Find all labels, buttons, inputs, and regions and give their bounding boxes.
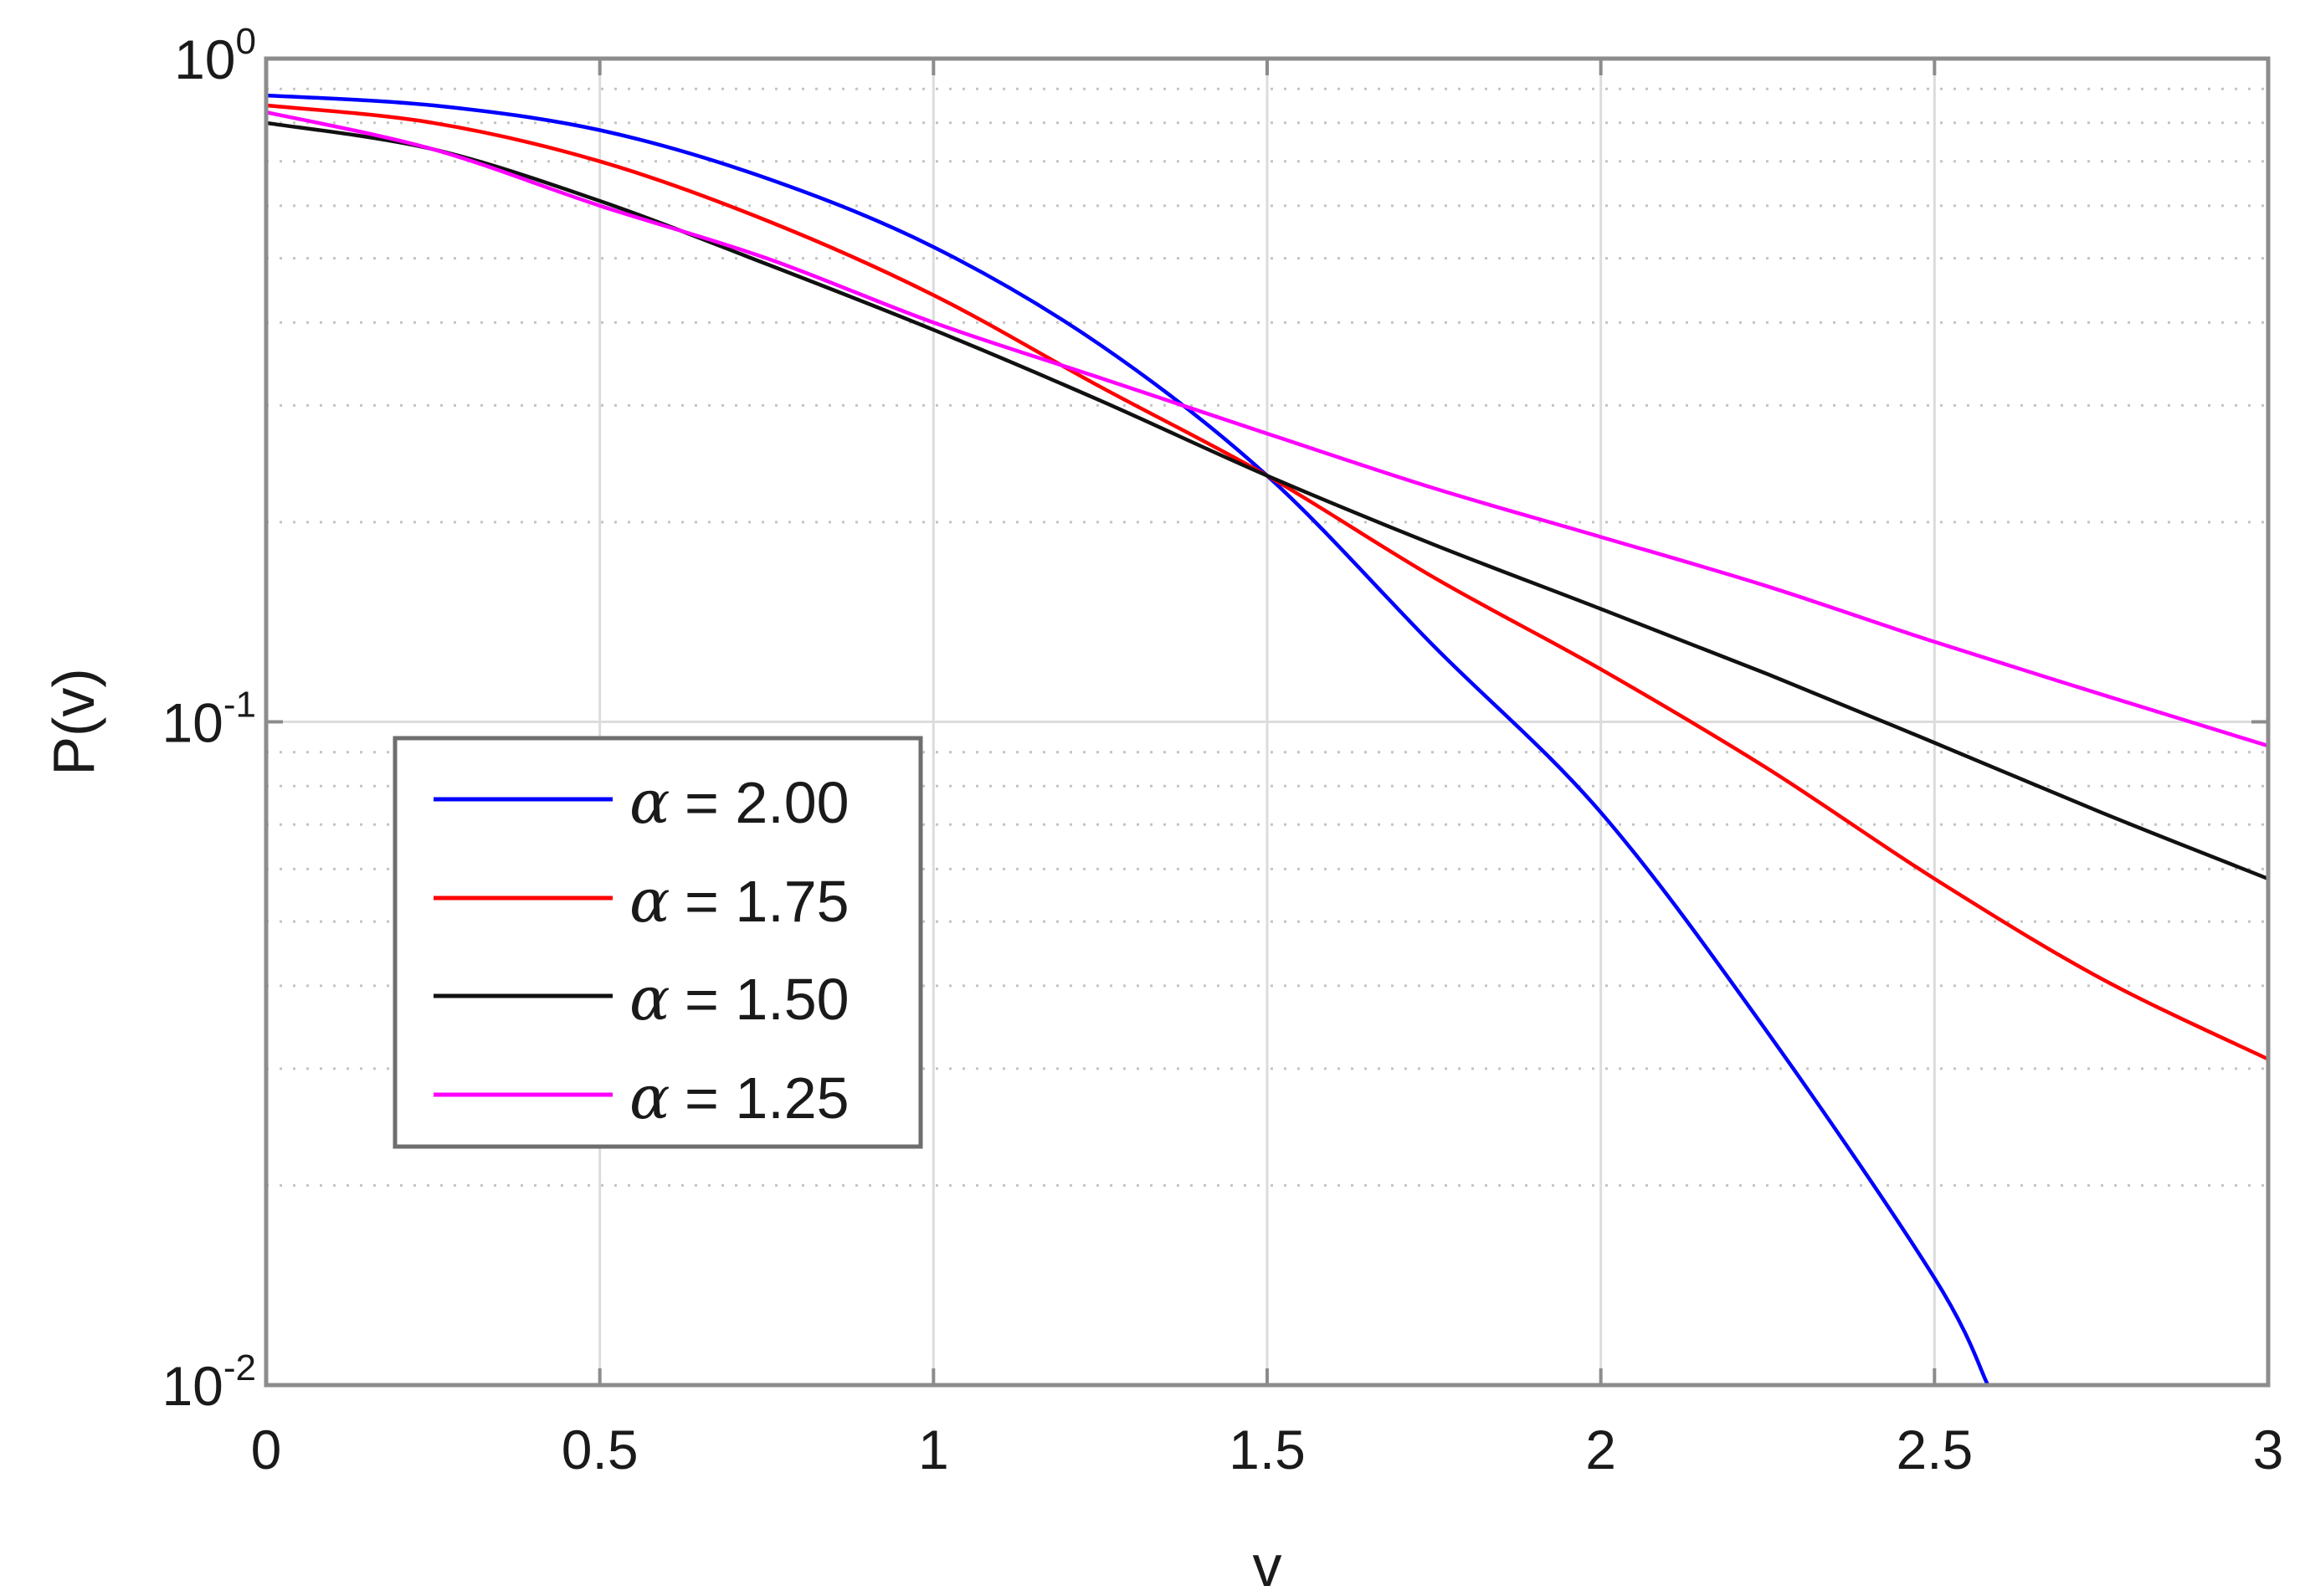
x-axis-label: v bbox=[1253, 1533, 1282, 1596]
x-tick-label: 0 bbox=[251, 1419, 282, 1481]
series-line-1 bbox=[265, 93, 1990, 1387]
x-tick-label: 3 bbox=[2253, 1419, 2284, 1481]
legend-symbol-2: α bbox=[629, 865, 670, 936]
legend: α = 2.00α = 1.75α = 1.50α = 1.25 bbox=[393, 736, 923, 1149]
series-line-3 bbox=[265, 121, 2269, 881]
x-axis-ticks: 0 0.5 1 1.5 2 2.5 3 bbox=[251, 59, 2284, 1481]
x-tick-label: 1.5 bbox=[1229, 1419, 1306, 1481]
grid bbox=[266, 59, 2268, 1385]
x-tick-label: 0.5 bbox=[562, 1419, 639, 1481]
y-tick-exponent: -2 bbox=[223, 1347, 256, 1388]
y-tick-label: 10-1 bbox=[162, 685, 256, 754]
y-axis-label: P(v) bbox=[41, 668, 106, 775]
legend-value-2: = 1.75 bbox=[685, 869, 850, 934]
legend-value-4: = 1.25 bbox=[685, 1065, 850, 1131]
legend-symbol-4: α bbox=[629, 1062, 670, 1132]
y-tick-label: 10-2 bbox=[162, 1347, 256, 1417]
y-tick-base: 10 bbox=[162, 692, 223, 754]
y-tick-exponent: -1 bbox=[223, 685, 256, 726]
legend-symbol-3: α bbox=[629, 963, 670, 1034]
y-tick-base: 10 bbox=[162, 1355, 223, 1417]
x-tick-label: 2.5 bbox=[1896, 1419, 1973, 1481]
legend-value-1: = 2.00 bbox=[685, 770, 850, 835]
series-line-4 bbox=[265, 110, 2269, 748]
y-tick-exponent: 0 bbox=[236, 21, 256, 62]
legend-symbol-1: α bbox=[629, 767, 670, 837]
series-lines bbox=[265, 93, 2269, 1387]
y-tick-base: 10 bbox=[174, 28, 235, 90]
x-tick-label: 1 bbox=[918, 1419, 949, 1481]
legend-box bbox=[393, 736, 923, 1149]
legend-value-3: = 1.50 bbox=[685, 967, 850, 1032]
x-tick-label: 2 bbox=[1585, 1419, 1616, 1481]
y-tick-label: 100 bbox=[174, 21, 256, 90]
